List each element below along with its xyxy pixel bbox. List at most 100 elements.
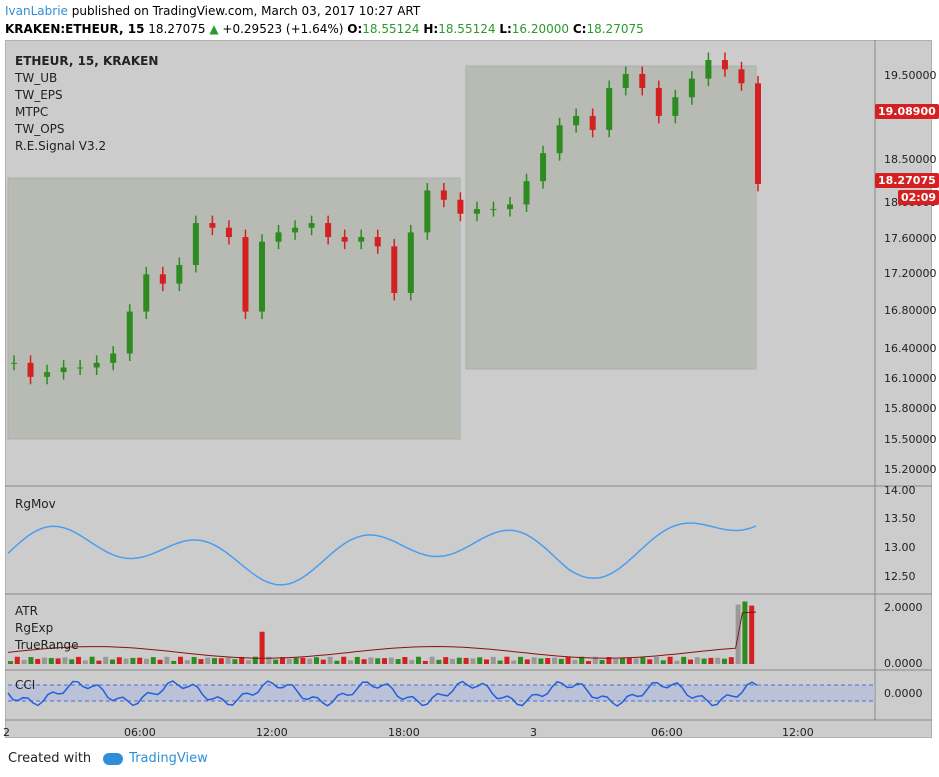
candle-body [176, 265, 183, 284]
atr-bar [96, 660, 102, 664]
atr-bar [286, 658, 292, 664]
y-tick: 16.80000 [884, 304, 937, 317]
candle-body [705, 60, 712, 79]
symbol-name: KRAKEN:ETHEUR, 15 [5, 22, 145, 36]
atr-bar [694, 657, 700, 664]
candle-body [341, 237, 348, 242]
y-tick: 17.20000 [884, 267, 937, 280]
atr-bar [470, 658, 476, 664]
last-price: 18.27075 [148, 22, 206, 36]
atr-bar [382, 658, 387, 664]
candle-body [292, 227, 299, 233]
atr-bar [307, 658, 313, 664]
atr-bar [524, 659, 530, 664]
atr-bar [538, 658, 544, 664]
candle-body [60, 367, 67, 373]
atr-bar [715, 657, 721, 664]
legend-tw-eps: TW_EPS [15, 88, 63, 102]
atr-bar [722, 658, 727, 664]
atr-line [7, 611, 757, 659]
up-arrow-icon: ▲ [209, 22, 219, 36]
candle-body [159, 274, 166, 284]
legend-rgmov: RgMov [15, 497, 56, 511]
atr-bar [368, 657, 374, 664]
atr-bar [280, 657, 285, 664]
y-tick: 15.20000 [884, 463, 937, 476]
atr-bar [144, 658, 149, 664]
atr-bar [429, 656, 435, 664]
atr-bar [348, 660, 353, 664]
atr-bar [62, 657, 68, 664]
atr-bar [477, 657, 483, 664]
publish-info: IvanLabrie published on TradingView.com,… [5, 4, 420, 18]
candle-body [11, 362, 17, 364]
tradingview-logo-icon[interactable] [103, 752, 124, 765]
rgmov-line [7, 522, 757, 586]
atr-bar [116, 657, 122, 664]
candle-body [589, 115, 596, 130]
atr-bar [341, 656, 347, 664]
atr-bar [586, 661, 591, 664]
y-tick: 18.50000 [884, 153, 937, 166]
current-price-tag: 18.27075 [875, 173, 939, 188]
atr-bar [626, 658, 632, 664]
atr-bar [667, 656, 673, 664]
atr-bar [273, 659, 279, 664]
candle-body [325, 223, 332, 238]
atr-bar [252, 656, 258, 664]
x-tick: 06:00 [124, 726, 156, 739]
atr-bar [137, 657, 143, 664]
low-label: L: [499, 22, 512, 36]
atr-bar [48, 658, 54, 664]
atr-bar [212, 658, 217, 664]
publish-text: published on TradingView.com, March 03, … [71, 4, 421, 18]
atr-bar [191, 656, 197, 664]
atr-bar [123, 658, 129, 664]
atr-bar [531, 657, 537, 664]
atr-bar [579, 656, 585, 664]
atr-bar [334, 660, 340, 664]
candle-body [225, 227, 232, 238]
atr-bar [327, 656, 333, 664]
author-link[interactable]: IvanLabrie [5, 4, 68, 18]
x-tick: 06:00 [651, 726, 683, 739]
atr-bar [504, 656, 510, 664]
legend-tw-ops: TW_OPS [15, 122, 65, 136]
candle-body [110, 353, 117, 363]
atr-bar [69, 659, 75, 664]
low-value: 16.20000 [511, 22, 570, 36]
x-tick: 12:00 [256, 726, 288, 739]
candle-body [308, 223, 315, 228]
rgmov-tick: 12.50 [884, 570, 916, 583]
candle-body [688, 78, 695, 98]
atr-bar [89, 656, 95, 664]
tradingview-link[interactable]: TradingView [129, 751, 208, 766]
legend-atr: ATR [15, 604, 38, 618]
atr-bar [157, 659, 163, 664]
cci-tick: 0.0000 [884, 687, 923, 700]
atr-bar [674, 660, 680, 664]
candle-body [573, 115, 580, 126]
atr-bar [184, 660, 190, 664]
atr-bar [232, 659, 238, 664]
atr-tick: 0.0000 [884, 657, 923, 670]
atr-bar [688, 659, 693, 664]
candle-body [242, 237, 249, 312]
atr-bar [443, 657, 449, 664]
candle-body [622, 73, 629, 88]
atr-bar [300, 657, 306, 664]
atr-bar [599, 660, 605, 664]
candle-body [755, 83, 761, 184]
atr-bar [633, 658, 639, 664]
atr-bar [218, 658, 224, 664]
candle-body [259, 241, 265, 312]
atr-bar [545, 657, 551, 664]
candle-body [523, 181, 530, 205]
atr-bar [76, 656, 81, 664]
legend-truerange: TrueRange [15, 638, 79, 652]
atr-bar [259, 631, 265, 664]
atr-bar [660, 660, 666, 664]
atr-bar [130, 657, 136, 664]
atr-bar [82, 660, 88, 664]
